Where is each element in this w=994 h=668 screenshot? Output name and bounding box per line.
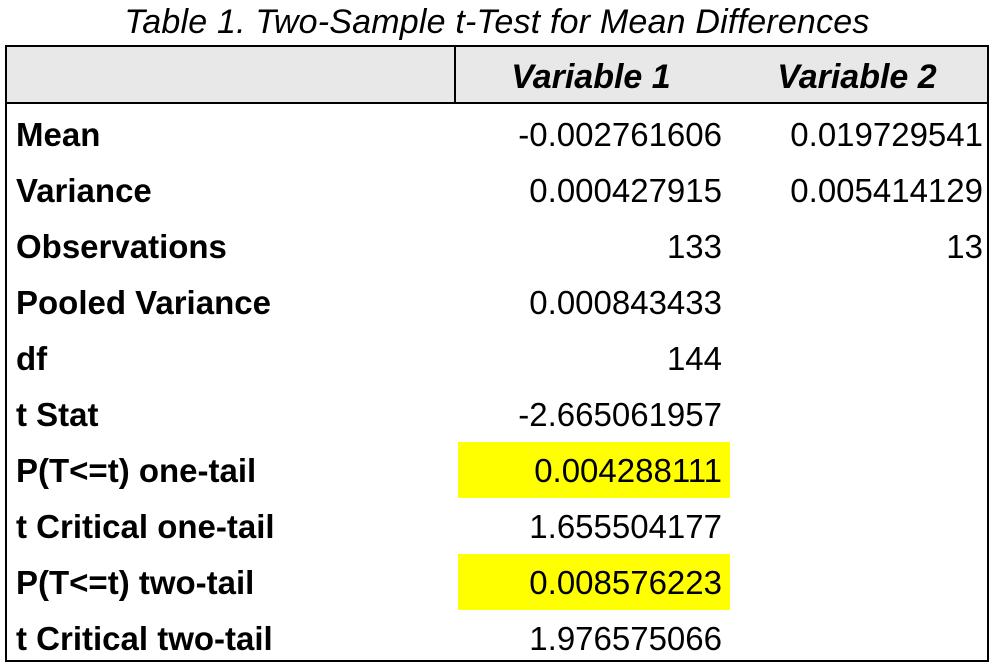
table-row-t-stat: t Stat -2.665061957 (7, 386, 987, 442)
table-row-p-two-tail: P(T<=t) two-tail 0.008576223 (7, 554, 987, 610)
table-caption: Table 1. Two-Sample t-Test for Mean Diff… (124, 3, 870, 41)
row-label: Variance (16, 172, 152, 209)
table-header-row: Variable 1 Variable 2 (7, 47, 987, 104)
t-test-table: Variable 1 Variable 2 Mean -0.002761606 … (5, 45, 989, 662)
table-row-t-critical-one-tail: t Critical one-tail 1.655504177 (7, 498, 987, 554)
variable-1-value: 1.655504177 (529, 508, 722, 545)
row-label: t Critical one-tail (16, 508, 275, 545)
variable-1-value: 133 (666, 228, 722, 265)
variable-2-value (732, 554, 985, 610)
variable-2-value (732, 330, 985, 386)
row-label: P(T<=t) two-tail (16, 564, 255, 601)
header-cell-variable-1: Variable 1 (511, 58, 671, 96)
variable-1-value-highlighted: 0.004288111 (458, 442, 730, 498)
variable-2-value (732, 386, 985, 442)
row-label: Observations (16, 228, 227, 265)
table-row-df: df 144 (7, 330, 987, 386)
variable-2-value (732, 498, 985, 554)
variable-2-value: 0.005414129 (790, 172, 983, 209)
variable-2-value (732, 442, 985, 498)
row-label: P(T<=t) one-tail (16, 452, 257, 489)
table-row-observations: Observations 133 13 (7, 218, 987, 274)
variable-2-value: 13 (946, 228, 983, 265)
variable-2-value: 0.019729541 (790, 116, 983, 153)
variable-2-value (732, 610, 985, 666)
variable-1-value: -0.002761606 (518, 116, 722, 153)
variable-1-value: -2.665061957 (518, 396, 722, 433)
header-cell-variable-2: Variable 2 (777, 58, 937, 96)
row-label: t Stat (16, 396, 99, 433)
variable-1-value: 144 (666, 340, 722, 377)
table-row-variance: Variance 0.000427915 0.005414129 (7, 162, 987, 218)
row-label: Pooled Variance (16, 284, 271, 321)
row-label: t Critical two-tail (16, 620, 273, 657)
header-cell-label (7, 47, 456, 102)
row-label: Mean (16, 116, 101, 153)
variable-1-value: 0.000427915 (529, 172, 722, 209)
variable-1-value-highlighted: 0.008576223 (458, 554, 730, 610)
variable-2-value (732, 274, 985, 330)
variable-1-value: 1.976575066 (529, 620, 722, 657)
table-row-p-one-tail: P(T<=t) one-tail 0.004288111 (7, 442, 987, 498)
table-row-mean: Mean -0.002761606 0.019729541 (7, 106, 987, 162)
table-row-pooled-variance: Pooled Variance 0.000843433 (7, 274, 987, 330)
row-label: df (16, 340, 48, 377)
table-row-t-critical-two-tail: t Critical two-tail 1.976575066 (7, 610, 987, 666)
variable-1-value: 0.000843433 (529, 284, 722, 321)
